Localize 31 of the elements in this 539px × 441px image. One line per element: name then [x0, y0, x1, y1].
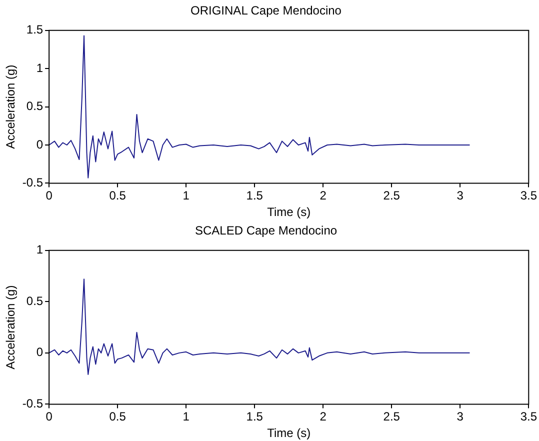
y-tick-label: 0: [36, 137, 44, 152]
x-tick-label: 3: [456, 188, 464, 203]
x-tick-label: 2.5: [383, 188, 400, 203]
chart-title: SCALED Cape Mendocino: [194, 224, 338, 238]
x-tick-label: 3: [456, 410, 464, 424]
x-tick-label: 2.5: [383, 410, 400, 424]
y-axis-title: Acceleration (g): [4, 285, 18, 370]
y-tick-label: 0: [36, 345, 44, 360]
x-tick-label: 2: [320, 188, 327, 203]
x-tick-label: 0: [46, 188, 53, 203]
y-tick-label: 0.5: [26, 99, 44, 114]
y-tick-label: 1: [36, 242, 44, 257]
x-axis-title: Time (s): [267, 205, 311, 220]
chart-title: ORIGINAL Cape Mendocino: [190, 4, 342, 18]
x-tick-label: 3.5: [520, 410, 538, 424]
x-tick-label: 0.5: [109, 410, 126, 424]
x-tick-label: 1.5: [246, 410, 264, 424]
x-tick-label: 3.5: [520, 188, 538, 203]
x-tick-label: 2: [320, 410, 327, 424]
x-tick-label: 0: [46, 410, 53, 424]
y-axis-title: Acceleration (g): [4, 64, 18, 149]
x-tick-label: 0.5: [109, 188, 126, 203]
x-axis-title: Time (s): [267, 426, 311, 440]
y-tick-label: -0.5: [22, 176, 44, 190]
x-tick-label: 1: [182, 410, 190, 424]
y-tick-label: 0.5: [26, 294, 44, 308]
x-tick-label: 1: [182, 188, 190, 203]
y-tick-label: -0.5: [22, 396, 44, 411]
x-tick-label: 1.5: [246, 188, 264, 203]
y-tick-label: 1: [36, 60, 44, 75]
y-tick-label: 1.5: [26, 22, 44, 37]
